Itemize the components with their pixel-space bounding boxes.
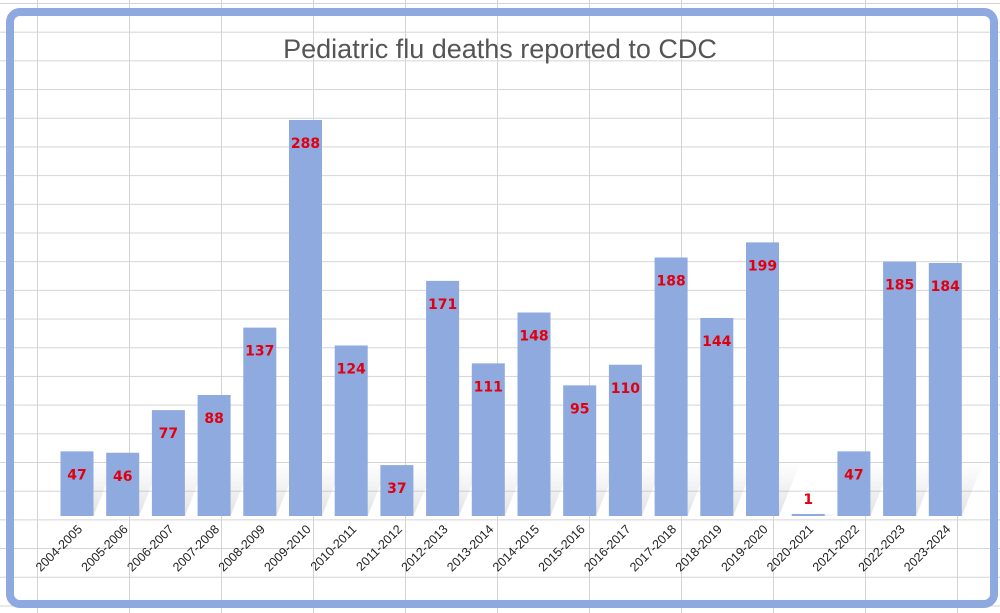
bar-2010-2011 bbox=[334, 345, 368, 516]
bar-2014-2015 bbox=[517, 312, 551, 516]
x-tick-label: 2021-2022 bbox=[810, 522, 862, 574]
bar-2015-2016 bbox=[563, 385, 597, 516]
data-label: 111 bbox=[474, 379, 503, 395]
data-labels: 47 46 77 88 137 288 124 37 171 111 148 95 110 188 144 1… bbox=[67, 136, 960, 508]
x-tick-label: 2010-2011 bbox=[308, 522, 360, 574]
data-label: 184 bbox=[931, 279, 960, 295]
bar-2013-2014 bbox=[471, 363, 505, 516]
chart-frame[interactable] bbox=[6, 8, 998, 608]
data-label: 37 bbox=[387, 481, 406, 497]
bar-2018-2019 bbox=[700, 318, 734, 516]
x-tick-label: 2005-2006 bbox=[79, 522, 131, 574]
x-tick-label: 2022-2023 bbox=[856, 522, 908, 574]
data-label: 188 bbox=[656, 274, 685, 290]
bar-2008-2009 bbox=[243, 327, 277, 516]
x-tick-label: 2020-2021 bbox=[764, 522, 816, 574]
x-tick-label: 2008-2009 bbox=[216, 522, 268, 574]
bar-2022-2023 bbox=[883, 261, 917, 516]
data-label: 137 bbox=[245, 344, 274, 360]
x-tick-label: 2006-2007 bbox=[124, 522, 176, 574]
x-tick-label: 2013-2014 bbox=[444, 522, 496, 574]
data-label: 46 bbox=[113, 469, 132, 485]
bar-2006-2007 bbox=[151, 410, 185, 516]
x-tick-label: 2019-2020 bbox=[718, 522, 770, 574]
bar-2005-2006 bbox=[106, 452, 140, 516]
data-label: 47 bbox=[844, 467, 863, 483]
x-tick-label: 2007-2008 bbox=[170, 522, 222, 574]
data-label: 199 bbox=[748, 258, 777, 274]
x-tick-label: 2018-2019 bbox=[673, 522, 725, 574]
x-tick-label: 2015-2016 bbox=[536, 522, 588, 574]
bar-2007-2008 bbox=[197, 395, 231, 516]
bar-2021-2022 bbox=[837, 451, 871, 516]
data-label: 171 bbox=[428, 297, 457, 313]
data-label: 185 bbox=[885, 278, 914, 294]
chart-title: Pediatric flu deaths reported to CDC bbox=[283, 34, 717, 64]
x-tick-label: 2014-2015 bbox=[490, 522, 542, 574]
data-label: 148 bbox=[519, 329, 548, 345]
x-tick-label: 2011-2012 bbox=[354, 522, 406, 574]
data-label: 95 bbox=[570, 401, 589, 417]
x-tick-label: 2016-2017 bbox=[581, 522, 633, 574]
data-label: 144 bbox=[702, 334, 731, 350]
data-label: 47 bbox=[67, 467, 86, 483]
data-label: 124 bbox=[337, 362, 366, 378]
bar-2011-2012 bbox=[380, 465, 414, 516]
bar-2012-2013 bbox=[426, 280, 460, 516]
bar-2017-2018 bbox=[654, 257, 688, 516]
data-label: 1 bbox=[803, 492, 813, 508]
x-tick-label: 2023-2024 bbox=[901, 522, 953, 574]
x-axis-tick-labels: 2004-20052005-20062006-20072007-20082008… bbox=[33, 522, 954, 574]
data-label: 77 bbox=[159, 426, 178, 442]
bar-2016-2017 bbox=[608, 364, 642, 516]
x-tick-label: 2009-2010 bbox=[261, 522, 313, 574]
bar-2020-2021 bbox=[791, 514, 825, 516]
data-label: 88 bbox=[204, 411, 223, 427]
bars bbox=[60, 120, 962, 516]
data-label: 288 bbox=[291, 136, 320, 152]
bar-2023-2024 bbox=[928, 263, 962, 516]
bar-2004-2005 bbox=[60, 451, 94, 516]
x-tick-label: 2012-2013 bbox=[399, 522, 451, 574]
x-tick-label: 2017-2018 bbox=[627, 522, 679, 574]
x-tick-label: 2004-2005 bbox=[33, 522, 85, 574]
bar-2019-2020 bbox=[746, 242, 779, 516]
data-label: 110 bbox=[611, 381, 640, 397]
bar-2009-2010 bbox=[289, 120, 322, 516]
